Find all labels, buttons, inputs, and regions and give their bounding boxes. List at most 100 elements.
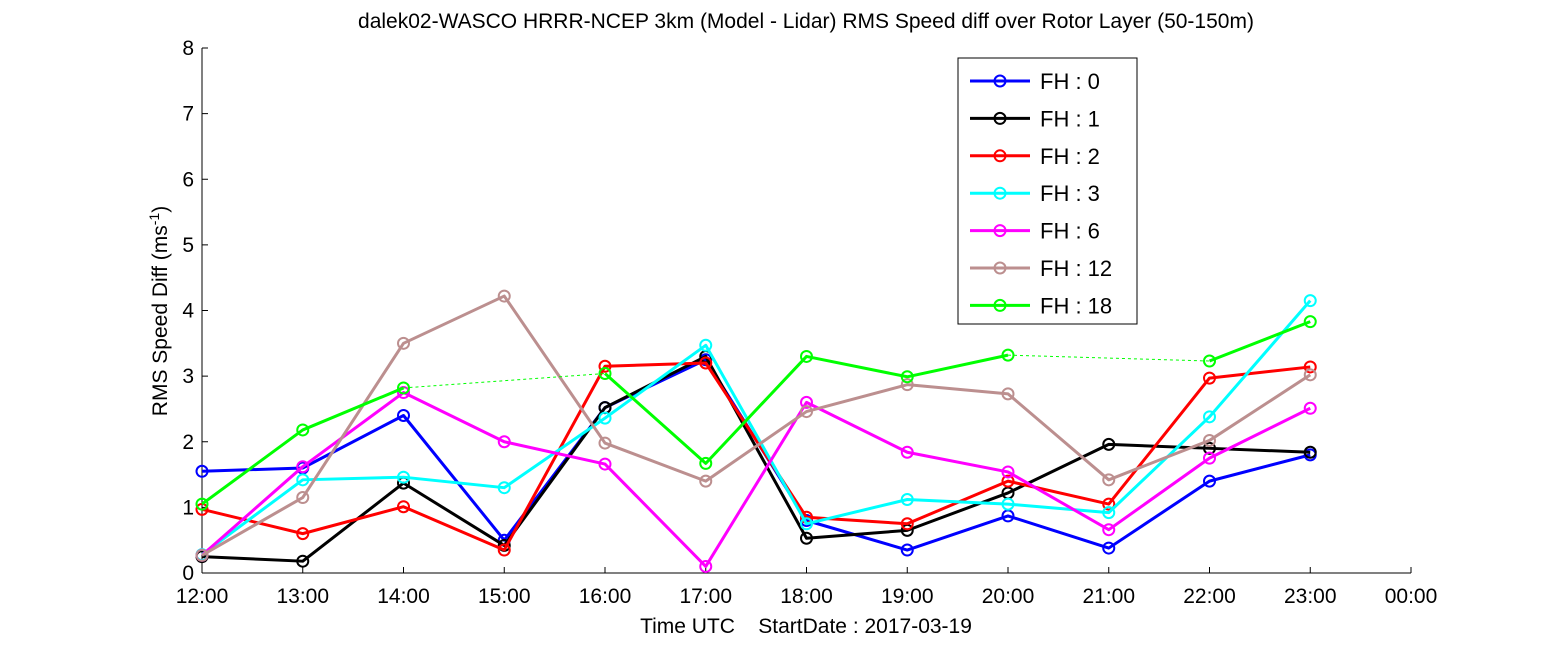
y-tick-label: 0 xyxy=(182,562,194,585)
y-tick-label: 3 xyxy=(182,365,194,388)
data-point xyxy=(1102,437,1116,451)
data-point xyxy=(397,336,410,350)
series-layer xyxy=(195,289,1317,573)
x-tick-label: 15:00 xyxy=(478,585,531,608)
y-tick-label: 2 xyxy=(182,431,194,454)
data-point xyxy=(397,386,410,400)
series-fh-12 xyxy=(195,289,1317,562)
legend-swatch-marker xyxy=(993,224,1007,238)
series-line xyxy=(201,299,1312,556)
series-fh-18 xyxy=(195,315,1317,511)
data-point xyxy=(497,289,511,303)
data-point xyxy=(800,405,813,419)
data-point xyxy=(296,491,310,505)
data-point xyxy=(1001,387,1015,401)
data-point xyxy=(699,456,713,470)
data-point xyxy=(1203,441,1216,455)
legend-label: FH : 2 xyxy=(1040,144,1100,169)
x-tick-label: 17:00 xyxy=(679,585,732,608)
data-point xyxy=(195,548,209,562)
legend-swatch-marker xyxy=(993,186,1007,200)
data-point xyxy=(900,543,914,557)
legend-label: FH : 18 xyxy=(1040,293,1112,318)
legend-swatch-marker xyxy=(993,74,1007,88)
data-point xyxy=(1203,474,1216,488)
data-point xyxy=(900,445,914,459)
data-point xyxy=(397,470,410,484)
y-tick-label: 6 xyxy=(182,168,194,191)
data-point xyxy=(699,356,713,370)
x-tick-label: 14:00 xyxy=(377,585,430,608)
x-tick-label: 00:00 xyxy=(1385,585,1438,608)
series-line xyxy=(201,358,1311,552)
legend-swatch-marker xyxy=(993,111,1007,125)
legend-box xyxy=(957,57,1138,325)
data-point xyxy=(1303,368,1317,382)
legend-label: FH : 12 xyxy=(1040,256,1112,281)
data-point xyxy=(800,349,813,363)
data-point xyxy=(397,409,410,422)
data-point xyxy=(497,481,511,495)
data-point xyxy=(296,460,310,474)
data-point xyxy=(598,457,612,471)
data-point xyxy=(598,411,612,425)
data-point xyxy=(195,497,209,511)
data-point xyxy=(296,473,310,487)
chart-title: dalek02-WASCO HRRR-NCEP 3km (Model - Lid… xyxy=(358,10,1254,33)
y-axis-label: RMS Speed Diff (ms-1) xyxy=(146,206,172,416)
y-tick-label: 7 xyxy=(182,103,194,126)
data-point xyxy=(1102,506,1116,520)
y-axis-label-main: RMS Speed Diff (ms xyxy=(149,225,172,416)
x-tick-label: 22:00 xyxy=(1183,585,1236,608)
legend-swatch-marker xyxy=(993,298,1007,312)
x-tick-label: 16:00 xyxy=(579,585,632,608)
y-axis-label-close: ) xyxy=(149,206,172,213)
series-line xyxy=(201,386,405,506)
legend-label: FH : 6 xyxy=(1040,219,1100,244)
x-axis-ticks: 12:00 13:00 14:00 15:00 16:00 17:00 18:00 19:00… xyxy=(176,567,1438,608)
y-tick-label: 5 xyxy=(182,234,194,257)
data-point xyxy=(296,527,310,541)
data-point xyxy=(1303,445,1317,459)
legend-label: FH : 1 xyxy=(1040,106,1100,131)
series-fh-2 xyxy=(195,356,1317,557)
data-point xyxy=(1001,465,1015,479)
data-point xyxy=(497,435,511,449)
data-point xyxy=(1001,497,1015,511)
x-axis-label: Time UTC StartDate : 2017-03-19 xyxy=(640,615,972,638)
series-line xyxy=(201,294,1312,557)
data-point xyxy=(1203,433,1216,447)
legend-label: FH : 0 xyxy=(1040,69,1100,94)
x-tick-label: 20:00 xyxy=(982,585,1035,608)
x-tick-label: 13:00 xyxy=(276,585,329,608)
x-tick-label: 23:00 xyxy=(1284,585,1337,608)
data-point xyxy=(699,338,713,352)
data-point xyxy=(296,554,310,568)
data-point xyxy=(1203,451,1216,465)
data-point xyxy=(699,559,713,573)
data-point xyxy=(1303,401,1317,415)
data-point xyxy=(1102,473,1116,487)
data-point xyxy=(598,359,612,373)
y-tick-label: 1 xyxy=(182,496,194,519)
data-point xyxy=(397,500,410,514)
y-tick-label: 8 xyxy=(182,37,194,60)
data-point xyxy=(296,423,310,437)
data-point xyxy=(1001,474,1015,488)
data-point xyxy=(1001,348,1015,362)
series-gap-connector xyxy=(403,373,606,389)
x-tick-label: 19:00 xyxy=(881,585,934,608)
data-point xyxy=(1303,294,1317,308)
legend-label: FH : 3 xyxy=(1040,181,1100,206)
data-point xyxy=(598,436,612,450)
data-point xyxy=(1102,523,1116,537)
legend-swatch-marker xyxy=(993,149,1007,163)
series-gap-connector xyxy=(1007,354,1210,362)
series-fh-1 xyxy=(195,349,1317,568)
y-tick-label: 4 xyxy=(182,300,194,323)
data-point xyxy=(900,493,914,506)
data-point xyxy=(800,531,813,545)
legend-swatch-marker xyxy=(993,261,1007,275)
data-point xyxy=(900,517,914,531)
data-point xyxy=(1203,371,1216,385)
